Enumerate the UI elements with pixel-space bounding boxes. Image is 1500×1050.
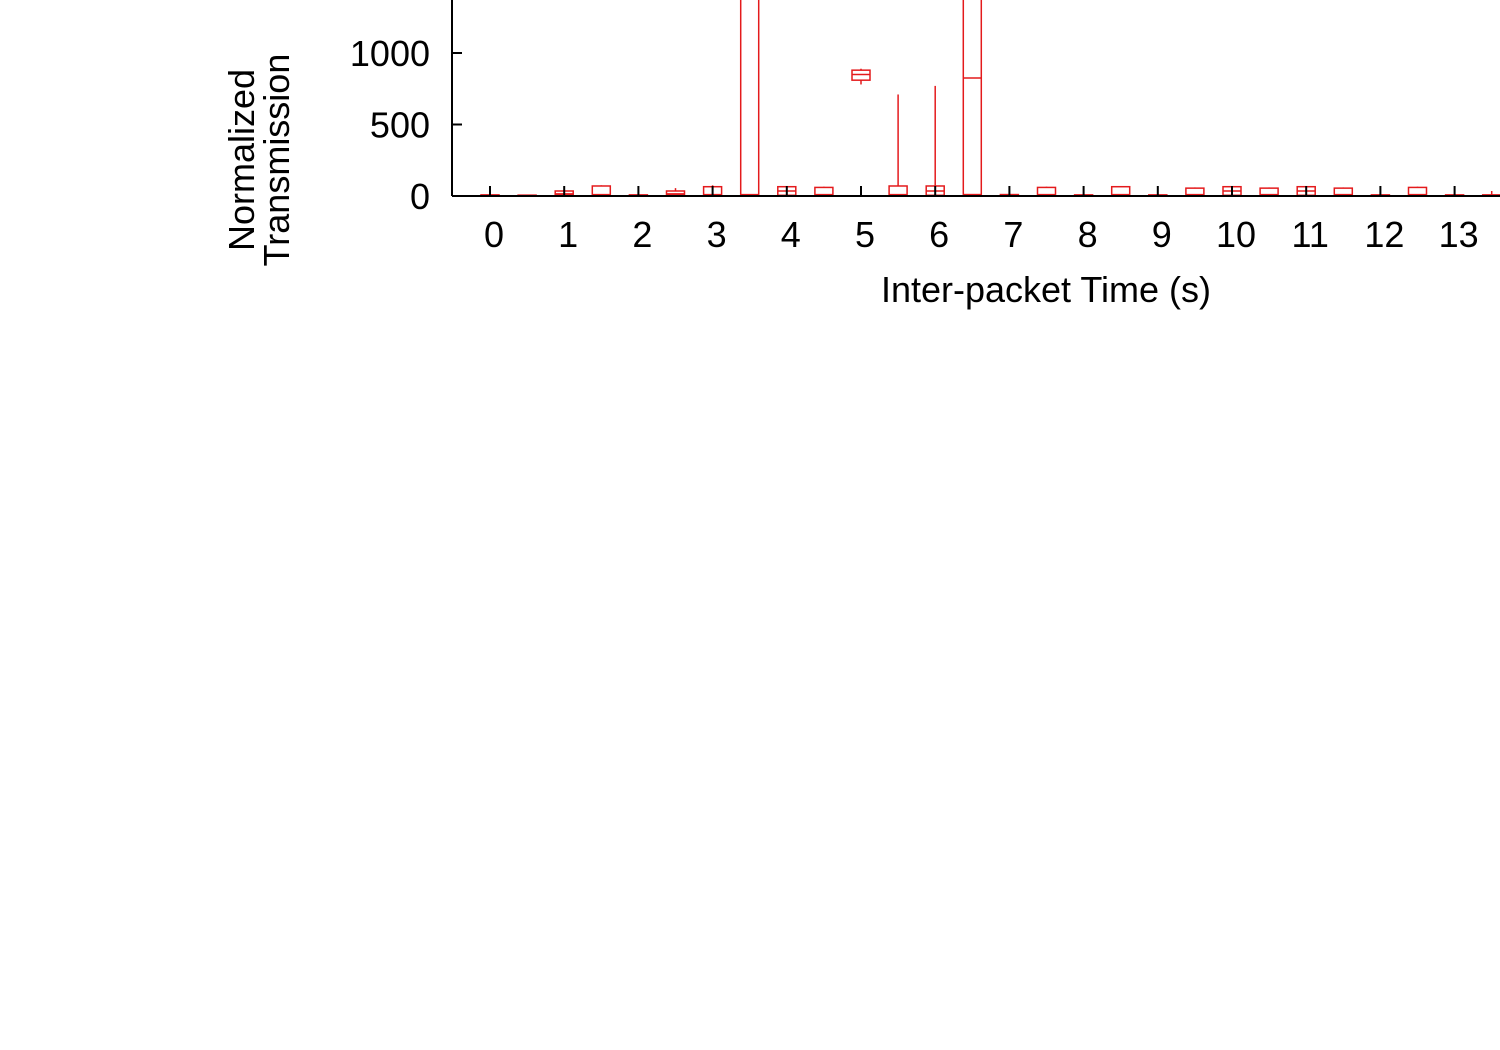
box-group (480, 0, 1500, 197)
box-23 (1333, 187, 1354, 197)
box-13 (962, 0, 983, 196)
y-axis-title-line-2: Transmission (256, 54, 297, 267)
box-15 (1036, 186, 1057, 197)
box-10 (851, 68, 871, 85)
box-19 (1185, 187, 1205, 197)
x-tick-label-2: 2 (632, 214, 652, 255)
x-tick-label-7: 7 (1003, 214, 1023, 255)
box-7 (739, 0, 760, 197)
box-17 (1110, 185, 1131, 197)
box-12 (925, 85, 945, 197)
box-3 (591, 185, 612, 197)
y-tick-label-2: 1000 (350, 33, 430, 74)
y-tick-label-0: 0 (410, 176, 430, 217)
x-tick-label-12: 12 (1364, 214, 1404, 255)
y-axis-title-line-1: Normalized (221, 69, 262, 251)
box-body (739, 0, 760, 197)
x-axis-title: Inter-packet Time (s) (881, 269, 1211, 310)
box-9 (814, 186, 834, 197)
x-tick-label-3: 3 (707, 214, 727, 255)
x-tick-label-13: 13 (1439, 214, 1479, 255)
x-tick-label-4: 4 (781, 214, 801, 255)
box-21 (1259, 187, 1279, 197)
y-tick-label-1: 500 (370, 105, 430, 146)
x-tick-label-6: 6 (929, 214, 949, 255)
x-tick-label-8: 8 (1078, 214, 1098, 255)
x-tick-label-5: 5 (855, 214, 875, 255)
box-25 (1407, 186, 1428, 197)
box-body (962, 0, 983, 196)
x-tick-label-11: 11 (1292, 214, 1329, 255)
x-tick-label-0: 0 (484, 214, 504, 255)
y-axis-title: Normalized Transmission (221, 54, 297, 267)
axes-group (451, 0, 1500, 197)
x-tick-label-10: 10 (1216, 214, 1256, 255)
x-tick-label-1: 1 (558, 214, 578, 255)
x-tick-label-9: 9 (1152, 214, 1172, 255)
box-11 (888, 94, 908, 197)
box-5 (665, 188, 686, 197)
